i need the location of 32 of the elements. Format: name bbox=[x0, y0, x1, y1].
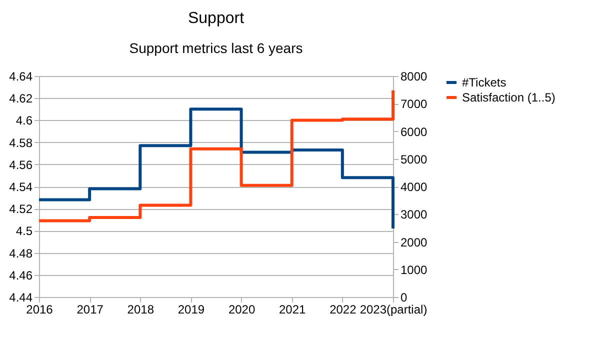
x-tick-label: 2021 bbox=[279, 302, 306, 316]
y-tick-label: 4.64 bbox=[9, 70, 33, 84]
y2-tick-label: 1000 bbox=[400, 262, 428, 277]
y2-tick-label: 2000 bbox=[400, 235, 428, 250]
x-tick-label: 2018 bbox=[127, 302, 154, 316]
y-tick-label: 4.58 bbox=[9, 136, 33, 150]
y2-tick-label: 7000 bbox=[400, 97, 428, 112]
x-tick-label: 2020 bbox=[228, 302, 256, 316]
x-tick-label: 2017 bbox=[76, 302, 104, 316]
y2-tick-label: 3000 bbox=[400, 208, 428, 222]
y2-tick-label: 5000 bbox=[400, 152, 428, 166]
legend-label: Satisfaction (1..5) bbox=[462, 90, 556, 104]
y-tick-label: 4.5 bbox=[16, 224, 33, 238]
y2-tick-label: 4000 bbox=[400, 180, 428, 194]
y2-tick-label: 8000 bbox=[400, 70, 428, 84]
x-tick-label: 2022 bbox=[330, 302, 357, 316]
legend-label: #Tickets bbox=[462, 76, 506, 90]
y-tick-label: 4.56 bbox=[9, 158, 33, 172]
y-tick-label: 4.62 bbox=[9, 92, 33, 106]
y-tick-label: 4.6 bbox=[16, 114, 33, 128]
y-tick-label: 4.48 bbox=[9, 246, 33, 260]
chart-subtitle: Support metrics last 6 years bbox=[129, 40, 303, 56]
y2-tick-label: 6000 bbox=[400, 124, 428, 139]
x-tick-label: 2016 bbox=[26, 302, 54, 316]
y2-tick-label: 0 bbox=[400, 290, 408, 304]
y-tick-label: 4.46 bbox=[9, 268, 33, 282]
chart-title: Support bbox=[188, 10, 245, 27]
y-tick-label: 4.54 bbox=[9, 180, 33, 194]
x-tick-label: 2019 bbox=[178, 302, 205, 316]
y-tick-label: 4.44 bbox=[9, 290, 33, 304]
y-tick-label: 4.52 bbox=[9, 202, 33, 216]
x-tick-label: 2023(partial) bbox=[360, 302, 428, 316]
